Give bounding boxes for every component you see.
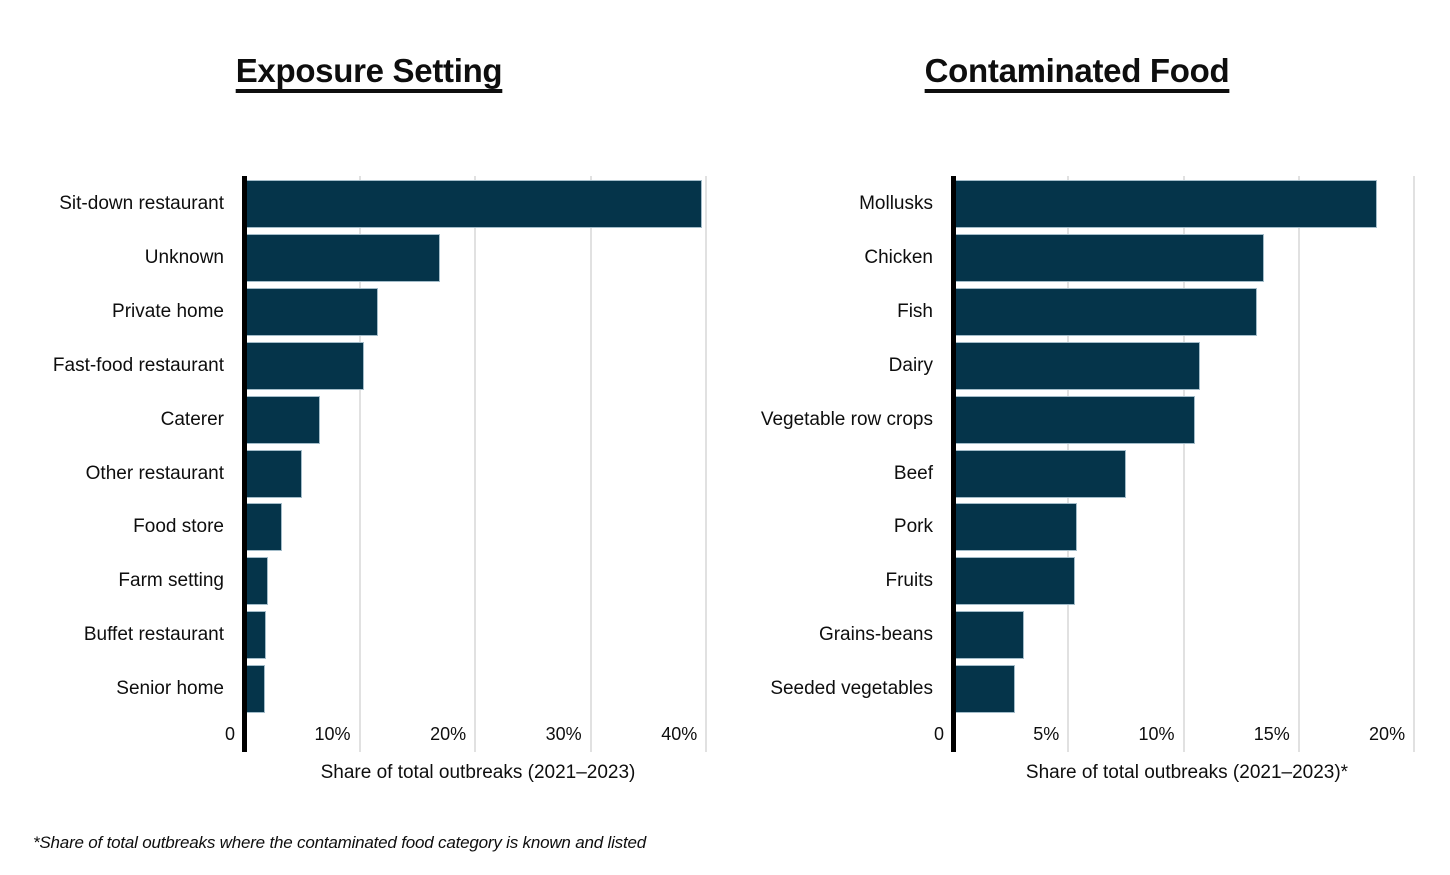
category-label: Fruits: [885, 570, 934, 592]
right-chart-title: Contaminated Food: [712, 52, 1442, 90]
category-label: Vegetable row crops: [760, 408, 933, 430]
x-axis-tick-label: 40%: [661, 724, 698, 744]
bar: [953, 449, 1126, 498]
category-label: Fast-food restaurant: [52, 354, 224, 376]
bar: [953, 233, 1265, 282]
bar: [244, 449, 302, 498]
category-label: Seeded vegetables: [770, 678, 933, 700]
category-label: Sit-down restaurant: [59, 193, 224, 214]
category-label: Chicken: [864, 246, 933, 268]
zero-axis-line: [242, 176, 247, 752]
bar: [244, 233, 441, 282]
x-axis-tick-label: 10%: [314, 724, 351, 744]
bar: [244, 665, 265, 714]
zero-axis-line: [951, 176, 956, 752]
food-category-labels: Mollusks Chicken Fish Dairy Vegetable row cr…: [744, 176, 933, 752]
x-axis-tick-label: 15%: [1253, 724, 1290, 744]
bar: [953, 287, 1258, 336]
bar: [244, 557, 269, 606]
x-axis-tick-label: 20%: [430, 724, 467, 744]
footnote: *Share of total outbreaks where the cont…: [33, 833, 646, 852]
category-label: Farm setting: [118, 570, 224, 592]
category-label: Caterer: [160, 408, 224, 430]
bar: [953, 503, 1078, 552]
food-plot-area: 0 5% 10% 15% 20%: [934, 176, 1421, 752]
gridline: [1182, 176, 1185, 752]
bar: [244, 180, 702, 228]
bar: [953, 395, 1196, 444]
category-label: Mollusks: [859, 193, 933, 214]
x-axis-tick-label: 10%: [1138, 724, 1175, 744]
left-chart-title: Exposure Setting: [0, 52, 738, 90]
gridline: [474, 176, 477, 752]
bar: [953, 611, 1025, 660]
exposure-plot-area: 0 10% 20% 30% 40%: [225, 176, 712, 752]
left-chart-title-text: Exposure Setting: [235, 52, 503, 89]
food-x-axis-title: Share of total outbreaks (2021–2023)*: [1025, 762, 1349, 783]
bar: [244, 287, 379, 336]
bar: [953, 180, 1378, 228]
x-axis-tick-label: 20%: [1369, 724, 1406, 744]
category-label: Senior home: [116, 678, 224, 700]
category-label: Beef: [893, 462, 933, 484]
x-axis-tick-label: 30%: [545, 724, 582, 744]
gridline: [1297, 176, 1300, 752]
bar: [244, 395, 321, 444]
gridline: [705, 176, 708, 752]
category-label: Fish: [897, 300, 933, 322]
exposure-setting-chart: Sit-down restaurant Unknown Private home Fa…: [35, 176, 712, 801]
bar: [244, 611, 266, 660]
bar: [953, 341, 1200, 390]
x-axis-tick-label: 0: [224, 724, 235, 744]
category-label: Pork: [893, 516, 933, 538]
category-label: Other restaurant: [85, 462, 224, 484]
category-label: Food store: [133, 516, 224, 538]
x-axis-tick-label: 0: [933, 724, 944, 744]
gridline: [358, 176, 361, 752]
category-label: Buffet restaurant: [83, 624, 224, 646]
bar: [244, 341, 365, 390]
gridline: [589, 176, 592, 752]
bar: [953, 665, 1016, 714]
category-label: Private home: [112, 300, 224, 322]
bar: [953, 557, 1076, 606]
bar: [244, 503, 283, 552]
x-axis-tick-label: 5%: [1033, 724, 1060, 744]
exposure-category-labels: Sit-down restaurant Unknown Private home Fa…: [35, 176, 224, 752]
category-label: Grains-beans: [818, 624, 933, 646]
contaminated-food-chart: Mollusks Chicken Fish Dairy Vegetable row cr…: [744, 176, 1421, 801]
category-label: Unknown: [144, 246, 224, 268]
gridline: [1413, 176, 1416, 752]
category-label: Dairy: [888, 354, 933, 376]
right-chart-title-text: Contaminated Food: [924, 52, 1230, 89]
exposure-x-axis-title: Share of total outbreaks (2021–2023): [320, 762, 636, 783]
